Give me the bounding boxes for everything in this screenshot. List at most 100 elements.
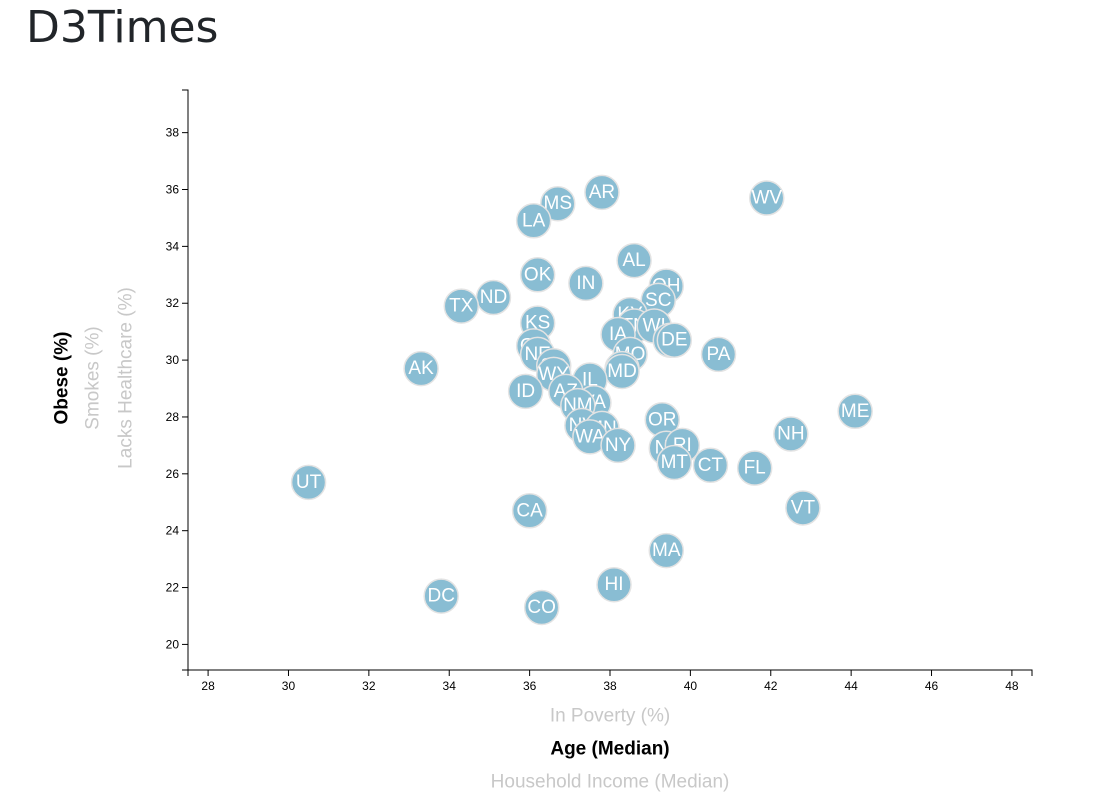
state-point-al[interactable]: AL — [616, 242, 652, 279]
y-axis-label-option[interactable]: Obese (%) — [52, 332, 73, 425]
state-abbr-label: SC — [645, 290, 671, 311]
state-point-tx[interactable]: TX — [443, 288, 480, 324]
state-point-or[interactable]: OR — [644, 402, 680, 438]
y-tick-label: 34 — [166, 239, 180, 253]
state-abbr-label: VT — [791, 497, 816, 518]
state-circle[interactable] — [290, 464, 327, 501]
y-tick-label: 38 — [166, 126, 180, 140]
state-point-mt[interactable]: MT — [656, 444, 693, 481]
state-point-wv[interactable]: WV — [748, 180, 785, 216]
state-abbr-label: MS — [544, 193, 573, 214]
state-circle[interactable] — [736, 450, 773, 486]
state-point-ar[interactable]: AR — [584, 174, 620, 211]
state-circle[interactable] — [837, 393, 873, 430]
state-circle[interactable] — [616, 242, 652, 279]
state-circle[interactable] — [656, 444, 693, 481]
y-axis-label-option[interactable]: Lacks Healthcare (%) — [116, 287, 137, 469]
state-point-ny[interactable]: NY — [600, 427, 636, 464]
state-abbr-label: CO — [527, 597, 556, 618]
state-circle[interactable] — [423, 578, 459, 614]
y-tick-label: 24 — [166, 524, 180, 538]
x-tick: 40 — [684, 670, 697, 693]
x-tick: 34 — [443, 670, 457, 693]
y-tick: 26 — [166, 467, 188, 481]
x-tick-label: 44 — [844, 679, 858, 693]
y-axis-line — [182, 89, 189, 671]
x-tick-label: 28 — [201, 679, 215, 693]
x-axis-label-option[interactable]: In Poverty (%) — [550, 706, 670, 727]
state-point-ms[interactable]: MS — [540, 185, 576, 222]
state-circle[interactable] — [648, 532, 685, 569]
page-title: D3Times — [26, 2, 219, 53]
state-abbr-label: DE — [661, 330, 687, 351]
state-circle[interactable] — [515, 203, 552, 239]
state-point-vt[interactable]: VT — [785, 490, 821, 526]
x-tick: 42 — [764, 670, 778, 693]
y-tick-label: 22 — [166, 581, 180, 595]
x-axis: 28 30 32 34 36 38 40 42 44 46 48 — [187, 669, 1033, 693]
state-point-id[interactable]: ID — [507, 373, 544, 410]
x-tick: 32 — [362, 670, 376, 693]
state-circle[interactable] — [519, 257, 556, 293]
state-abbr-label: HI — [605, 574, 624, 595]
state-circle[interactable] — [656, 322, 693, 358]
state-point-pa[interactable]: PA — [700, 336, 737, 373]
state-point-co[interactable]: CO — [523, 589, 560, 626]
state-point-ct[interactable]: CT — [692, 447, 729, 484]
state-circle[interactable] — [443, 288, 480, 324]
state-point-nh[interactable]: NH — [773, 416, 809, 452]
state-abbr-label: IN — [576, 273, 595, 294]
state-point-ma[interactable]: MA — [648, 532, 685, 569]
state-point-ut[interactable]: UT — [290, 464, 327, 501]
state-point-wa[interactable]: WA — [572, 419, 608, 455]
state-abbr-label: PA — [707, 344, 731, 365]
state-point-ok[interactable]: OK — [519, 257, 556, 293]
state-abbr-label: ME — [841, 401, 870, 422]
state-circle[interactable] — [600, 427, 636, 464]
state-abbr-label: OK — [524, 264, 552, 285]
state-point-md[interactable]: MD — [604, 353, 640, 390]
x-tick: 28 — [201, 670, 215, 693]
state-circle[interactable] — [700, 336, 737, 373]
y-axis-label-option[interactable]: Smokes (%) — [83, 326, 104, 429]
state-point-nd[interactable]: ND — [475, 279, 512, 316]
state-abbr-label: MA — [652, 540, 681, 561]
state-point-me[interactable]: ME — [837, 393, 873, 430]
state-abbr-label: AK — [408, 358, 434, 379]
state-point-in[interactable]: IN — [568, 265, 604, 302]
state-circle[interactable] — [773, 416, 809, 452]
x-axis-label-option[interactable]: Age (Median) — [550, 739, 669, 760]
y-tick: 28 — [166, 410, 188, 424]
state-circle[interactable] — [507, 373, 544, 410]
state-abbr-label: WA — [575, 426, 605, 447]
x-tick-label: 48 — [1005, 679, 1019, 693]
state-point-ak[interactable]: AK — [403, 350, 439, 387]
state-circle[interactable] — [692, 447, 729, 484]
x-tick-label: 34 — [443, 679, 457, 693]
state-point-ca[interactable]: CA — [511, 493, 548, 529]
state-point-hi[interactable]: HI — [596, 566, 632, 603]
state-circle[interactable] — [785, 490, 821, 526]
state-point-fl[interactable]: FL — [736, 450, 773, 486]
y-tick-label: 36 — [166, 183, 180, 197]
state-circle[interactable] — [403, 350, 439, 387]
state-point-de[interactable]: DE — [656, 322, 693, 358]
state-circle[interactable] — [540, 185, 576, 222]
state-circle[interactable] — [511, 493, 548, 529]
state-point-la[interactable]: LA — [515, 203, 552, 239]
state-circle[interactable] — [523, 589, 560, 626]
state-point-dc[interactable]: DC — [423, 578, 459, 614]
x-axis-label-option[interactable]: Household Income (Median) — [491, 772, 730, 793]
y-tick: 34 — [166, 239, 188, 253]
state-circle[interactable] — [596, 566, 632, 603]
state-circle[interactable] — [748, 180, 785, 216]
x-tick-label: 42 — [764, 679, 778, 693]
state-circle[interactable] — [584, 174, 620, 211]
state-abbr-label: AL — [622, 250, 645, 271]
y-tick: 30 — [166, 353, 188, 367]
y-axis-labels: Obese (%) Smokes (%) Lacks Healthcare (%) — [52, 287, 137, 469]
state-abbr-label: MT — [661, 452, 689, 473]
y-tick-label: 32 — [166, 296, 180, 310]
state-circle[interactable] — [568, 265, 604, 302]
